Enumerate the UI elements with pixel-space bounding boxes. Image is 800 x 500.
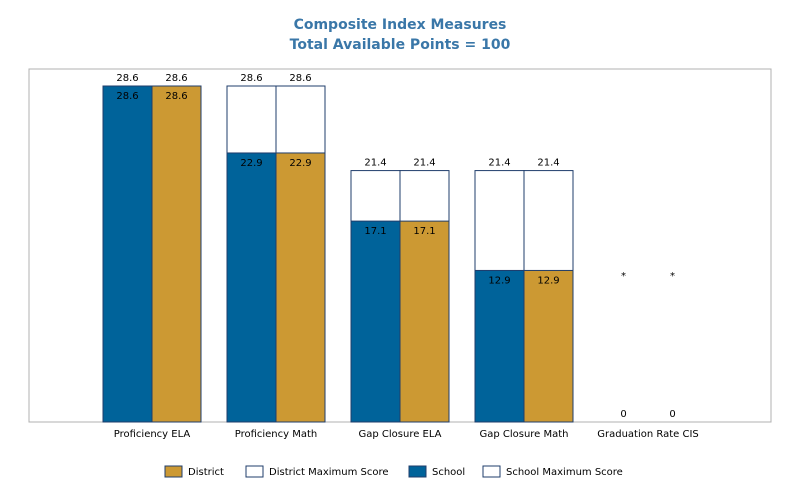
district-max-label-2: 21.4 <box>413 158 435 169</box>
district-value-label-1: 22.9 <box>289 158 311 169</box>
x-tick-label-1: Proficiency Math <box>235 429 318 440</box>
legend-label-district-max: District Maximum Score <box>269 467 389 478</box>
school-bar-0 <box>102 85 153 423</box>
x-tick-label-3: Gap Closure Math <box>479 429 568 440</box>
district-bar-2 <box>399 220 450 423</box>
bars-group: 28.6 28.6 28.6 28.6 Proficiency ELA 28.6 22.9 2… <box>102 73 699 440</box>
district-value-label-2: 17.1 <box>413 226 435 237</box>
school-value-label-4: 0 <box>620 409 626 420</box>
x-tick-label-4: Graduation Rate CIS <box>597 429 699 440</box>
legend-swatch-district-max <box>245 465 264 478</box>
legend-label-district: District <box>188 467 224 478</box>
legend-swatch-school <box>408 465 427 478</box>
chart-subtitle: Total Available Points = 100 <box>290 37 511 53</box>
district-bar-3 <box>523 269 574 423</box>
district-max-label-0: 28.6 <box>165 73 187 84</box>
district-bar-0 <box>151 85 202 423</box>
legend-swatch-school-max <box>482 465 501 478</box>
district-value-label-0: 28.6 <box>165 91 187 102</box>
legend-label-school-max: School Maximum Score <box>506 467 623 478</box>
district-value-label-4: 0 <box>669 409 675 420</box>
school-max-label-4: * <box>621 271 626 282</box>
x-tick-label-2: Gap Closure ELA <box>358 429 441 440</box>
school-max-label-2: 21.4 <box>364 158 386 169</box>
district-max-label-1: 28.6 <box>289 73 311 84</box>
school-bar-1 <box>226 152 277 423</box>
district-bar-1 <box>275 152 326 423</box>
school-value-label-2: 17.1 <box>364 226 386 237</box>
school-max-label-3: 21.4 <box>488 158 510 169</box>
legend: District District Maximum Score School Scho… <box>164 465 623 478</box>
legend-label-school: School <box>432 467 465 478</box>
legend-swatch-district <box>164 465 183 478</box>
school-max-label-1: 28.6 <box>240 73 262 84</box>
school-bar-3 <box>474 269 525 423</box>
school-value-label-0: 28.6 <box>116 91 138 102</box>
x-tick-label-0: Proficiency ELA <box>114 429 191 440</box>
district-max-label-4: * <box>670 271 675 282</box>
district-value-label-3: 12.9 <box>537 275 559 286</box>
school-value-label-3: 12.9 <box>488 275 510 286</box>
school-value-label-1: 22.9 <box>240 158 262 169</box>
school-max-label-0: 28.6 <box>116 73 138 84</box>
district-max-label-3: 21.4 <box>537 158 559 169</box>
chart-title: Composite Index Measures <box>294 17 507 33</box>
school-bar-2 <box>350 220 401 423</box>
